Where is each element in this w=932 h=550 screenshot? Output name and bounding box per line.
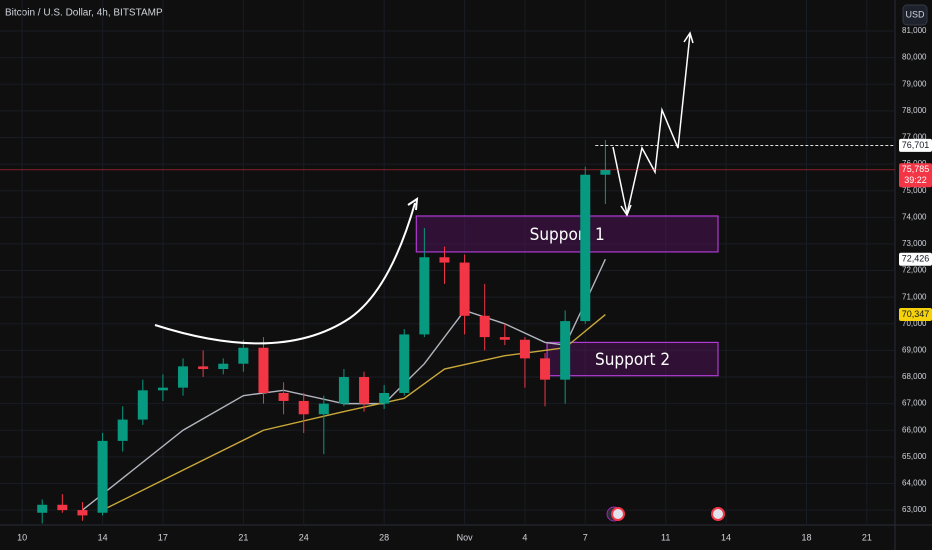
y-tick-label: 77,000	[902, 133, 927, 142]
y-tick-label: 73,000	[902, 239, 927, 248]
candle-body	[178, 366, 189, 388]
y-tick-label: 75,000	[902, 186, 927, 195]
price-badge	[899, 252, 932, 266]
candle-body	[379, 392, 390, 404]
price-badge	[899, 138, 932, 152]
price-badge-label: 75,785	[902, 164, 930, 174]
candle-body	[117, 419, 128, 441]
price-badge	[899, 163, 932, 188]
curve-arrow	[154, 202, 416, 345]
candle-body	[318, 403, 329, 415]
y-tick-label: 64,000	[902, 479, 927, 488]
x-tick-label: 21	[238, 532, 248, 542]
y-tick-label: 65,000	[902, 452, 927, 461]
y-tick-label: 70,000	[902, 319, 927, 328]
arrow-head	[683, 31, 694, 44]
y-tick-label: 79,000	[902, 79, 927, 88]
candle-body	[298, 400, 309, 415]
countdown-label: 39:22	[904, 175, 927, 185]
arrow-head	[620, 204, 632, 217]
candle-body	[258, 347, 269, 393]
candle-body	[459, 262, 470, 316]
y-tick-label: 66,000	[902, 425, 927, 434]
candle-body	[157, 387, 168, 391]
candle-body	[77, 510, 88, 516]
candle-body	[519, 339, 530, 359]
y-tick-label: 68,000	[902, 372, 927, 381]
x-tick-label: 14	[721, 532, 731, 542]
candle-body	[37, 504, 48, 513]
arrow-head	[407, 197, 419, 211]
y-tick-label: 69,000	[902, 346, 927, 355]
x-tick-label: 7	[583, 532, 588, 542]
y-tick-label: 80,000	[902, 53, 927, 62]
candle-body	[479, 315, 490, 338]
price-badge-label: 70,347	[902, 309, 930, 319]
price-badge	[899, 308, 932, 322]
y-tick-label: 81,000	[902, 26, 927, 35]
candle-body	[137, 390, 148, 420]
x-tick-label: 10	[17, 532, 27, 542]
candle-body	[499, 337, 510, 340]
candle-body	[97, 440, 108, 513]
zone-label: Support 2	[595, 350, 670, 370]
event-icon[interactable]	[711, 507, 725, 521]
y-tick-label: 67,000	[902, 399, 927, 408]
support-zone	[546, 341, 719, 377]
y-tick-label: 72,000	[902, 266, 927, 275]
candle-body	[580, 174, 591, 322]
y-tick-label: 71,000	[902, 292, 927, 301]
x-tick-label: 17	[158, 532, 168, 542]
candle-body	[439, 257, 450, 263]
candle-body	[218, 363, 229, 370]
currency-label: USD	[905, 9, 925, 19]
candle-body	[540, 358, 551, 380]
x-tick-label: 4	[522, 532, 527, 542]
candle-body	[600, 169, 611, 175]
candle-body	[278, 392, 289, 401]
x-tick-label: Nov	[457, 532, 474, 542]
currency-button[interactable]	[902, 4, 928, 26]
candle-body	[399, 334, 410, 393]
price-badge-label: 76,701	[902, 140, 930, 150]
candle-body	[198, 366, 209, 370]
event-icon[interactable]	[611, 507, 625, 521]
candle-body	[338, 377, 349, 404]
candle-body	[359, 377, 370, 404]
price-badge-label: 72,426	[902, 254, 930, 264]
zone-label: Support 1	[530, 225, 605, 245]
x-tick-label: 18	[801, 532, 811, 542]
chart-title: Bitcoin / U.S. Dollar, 4h, BITSTAMP	[5, 8, 163, 19]
candle-body	[57, 504, 68, 511]
x-tick-label: 21	[862, 532, 872, 542]
candle-body	[419, 257, 430, 335]
x-tick-label: 28	[379, 532, 389, 542]
y-tick-label: 63,000	[902, 505, 927, 514]
moving-average	[102, 314, 606, 511]
y-tick-label: 78,000	[902, 106, 927, 115]
x-tick-label: 24	[299, 532, 309, 542]
support-zone	[415, 215, 719, 253]
x-tick-label: 14	[98, 532, 108, 542]
y-tick-label: 74,000	[902, 212, 927, 221]
x-tick-label: 11	[661, 532, 670, 542]
candle-body	[238, 347, 249, 364]
candle-body	[560, 321, 571, 380]
